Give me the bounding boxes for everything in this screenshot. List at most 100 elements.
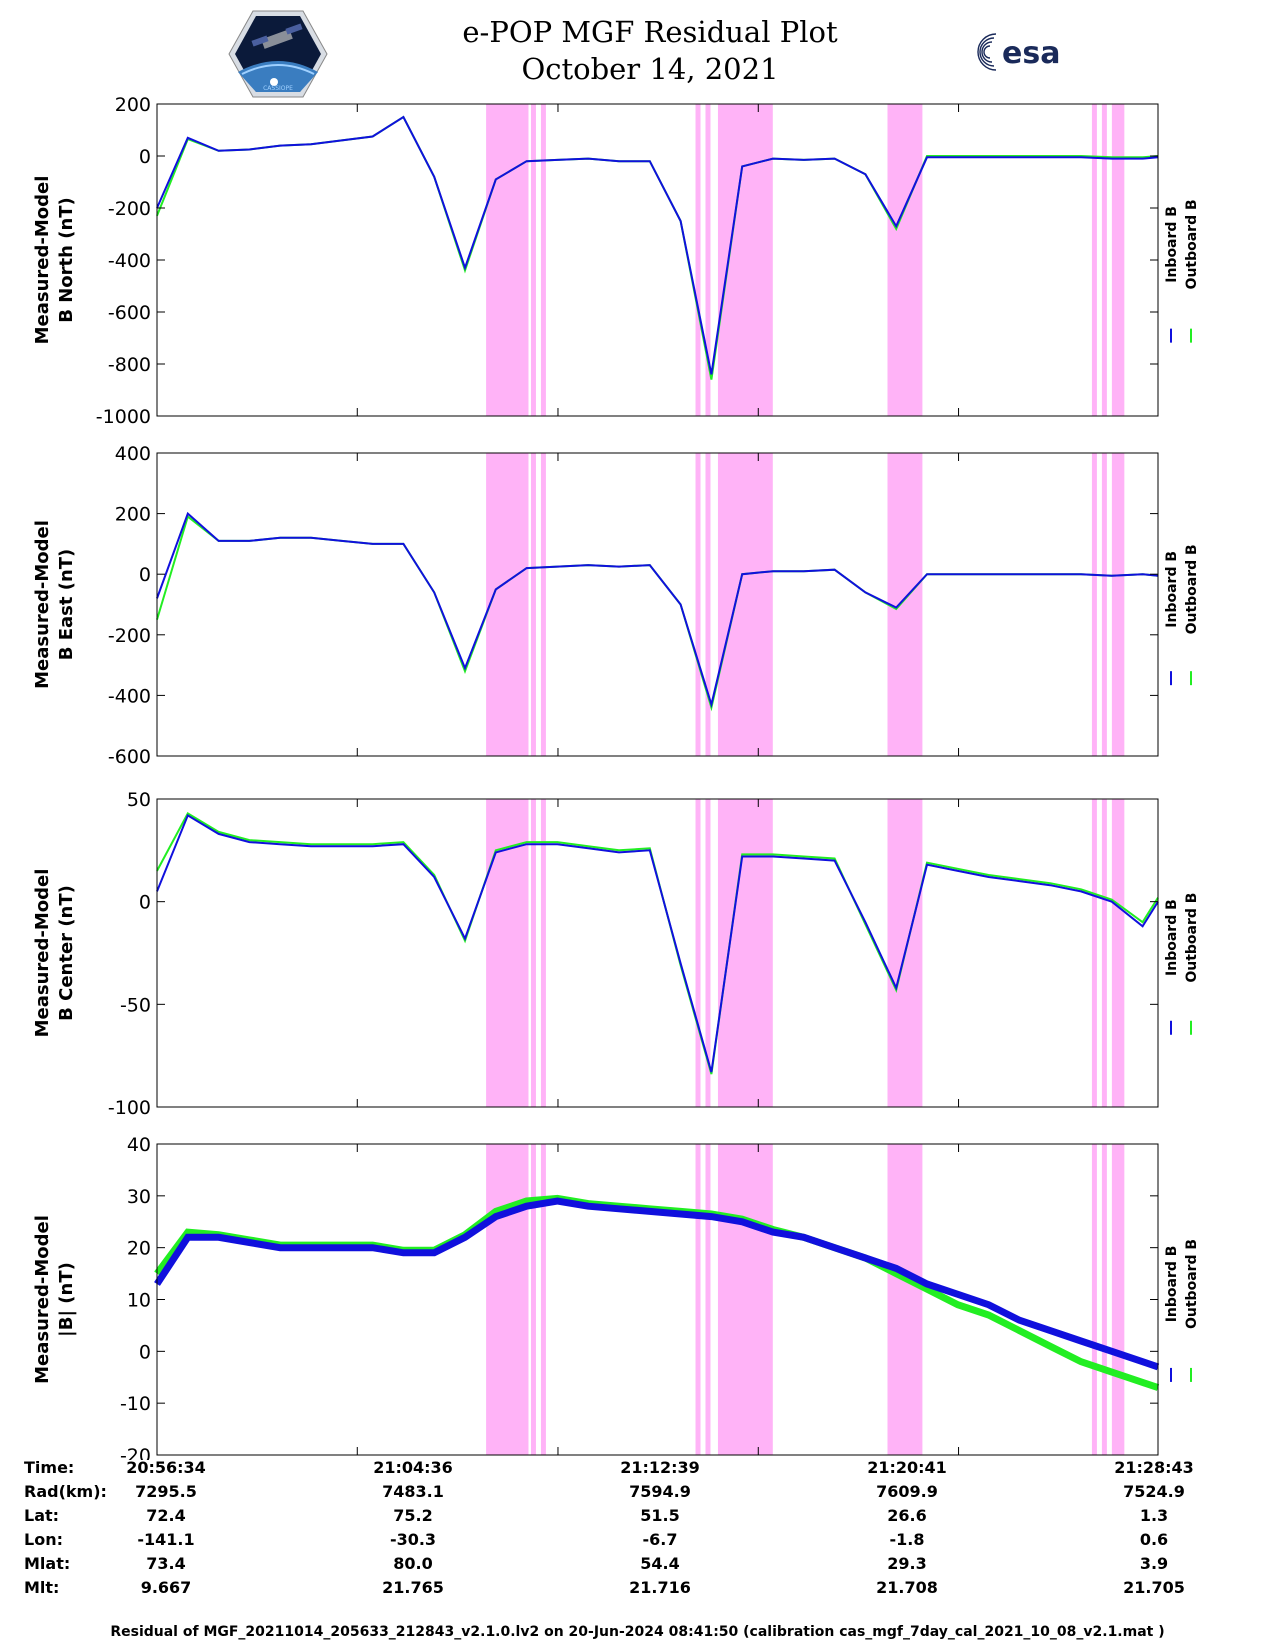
info-cell: -6.7 xyxy=(642,1530,678,1549)
shaded-interval xyxy=(695,799,701,1107)
y-tick-label: 20 xyxy=(127,1238,151,1260)
info-cell: 20:56:34 xyxy=(126,1458,206,1477)
shaded-interval xyxy=(1101,104,1107,416)
shaded-interval xyxy=(540,1144,546,1455)
y-tick-label: -20 xyxy=(120,1445,151,1460)
shaded-interval xyxy=(887,1144,923,1455)
info-cell: 3.9 xyxy=(1139,1554,1169,1573)
info-cell: 7483.1 xyxy=(382,1482,444,1501)
cassiope-logo: CASSIOPE xyxy=(228,10,328,98)
shaded-interval xyxy=(705,799,711,1107)
shaded-interval xyxy=(486,453,529,756)
outboard-series-line xyxy=(156,514,1159,712)
info-cell: 21.716 xyxy=(629,1578,691,1597)
footer-caption: Residual of MGF_20211014_205633_212843_v… xyxy=(110,1624,1165,1640)
y-axis-label-line2: B Center (nT) xyxy=(56,885,77,1021)
info-cell: -30.3 xyxy=(389,1530,437,1549)
shaded-interval xyxy=(695,1144,701,1455)
shaded-interval xyxy=(1091,1144,1097,1455)
info-cell: 51.5 xyxy=(640,1506,680,1525)
legend-inboard-label: Inboard B xyxy=(1164,1246,1180,1323)
shaded-interval xyxy=(695,104,701,416)
y-axis-label-line1: Measured-Model xyxy=(32,1215,53,1384)
info-cell: 73.4 xyxy=(146,1554,186,1573)
y-tick-label: -200 xyxy=(108,198,151,220)
shaded-interval xyxy=(1091,453,1097,756)
y-tick-label: 10 xyxy=(127,1290,151,1312)
inboard-series-line xyxy=(156,813,1159,1073)
shaded-interval xyxy=(705,1144,711,1455)
info-label-mlat: Mlat: xyxy=(24,1554,71,1573)
y-tick-label: 400 xyxy=(115,443,151,465)
y-tick-label: 0 xyxy=(139,1341,151,1363)
shaded-interval xyxy=(530,1144,536,1455)
shaded-interval xyxy=(530,453,536,756)
esa-logo-text: esa xyxy=(1002,36,1060,71)
shaded-interval xyxy=(1111,799,1125,1107)
info-cell: 9.667 xyxy=(140,1578,192,1597)
info-cell: 21.705 xyxy=(1123,1578,1185,1597)
info-cell: 26.6 xyxy=(887,1506,927,1525)
info-cell: 21:28:43 xyxy=(1114,1458,1194,1477)
y-tick-label: -100 xyxy=(108,1097,151,1119)
inboard-series-line xyxy=(156,115,1159,375)
shaded-interval xyxy=(486,104,529,416)
panel-frame xyxy=(156,1143,1159,1456)
legend-inboard-label: Inboard B xyxy=(1164,206,1180,283)
outboard-series-line xyxy=(154,1194,1160,1391)
plot-title: e-POP MGF Residual Plot October 14, 2021 xyxy=(380,14,920,88)
shaded-interval xyxy=(1111,453,1125,756)
info-label-lon: Lon: xyxy=(24,1530,63,1549)
info-cell: 21:20:41 xyxy=(867,1458,947,1477)
y-tick-label: -400 xyxy=(108,685,151,707)
plot-title-line2: October 14, 2021 xyxy=(521,52,779,86)
y-axis-label: Measured-Model B North (nT) xyxy=(32,176,77,345)
shaded-interval xyxy=(705,104,711,416)
y-tick-label: 0 xyxy=(139,146,151,168)
info-cell: 1.3 xyxy=(1139,1506,1169,1525)
info-cell: 21:04:36 xyxy=(373,1458,453,1477)
info-cell: 7594.9 xyxy=(629,1482,691,1501)
esa-logo: esa xyxy=(977,33,1060,71)
shaded-interval xyxy=(540,453,546,756)
y-axis-label-line1: Measured-Model xyxy=(32,869,53,1038)
shaded-interval xyxy=(1111,104,1125,416)
y-axis-label: Measured-Model |B| (nT) xyxy=(32,1215,77,1384)
shaded-interval xyxy=(540,104,546,416)
shaded-interval xyxy=(530,799,536,1107)
y-axis-label-line2: |B| (nT) xyxy=(56,1262,77,1337)
info-cell: -141.1 xyxy=(137,1530,195,1549)
y-tick-label: 200 xyxy=(115,94,151,116)
y-axis-label-line2: B East (nT) xyxy=(56,549,77,661)
panel-frame xyxy=(156,103,1159,417)
legend-outboard-label: Outboard B xyxy=(1184,199,1200,289)
info-label-lat: Lat: xyxy=(24,1506,60,1525)
shaded-interval xyxy=(1091,104,1097,416)
inboard-series-line xyxy=(156,511,1159,709)
legend-inboard-label: Inboard B xyxy=(1164,899,1180,976)
legend-inboard-label: Inboard B xyxy=(1164,551,1180,628)
shaded-interval xyxy=(1101,453,1107,756)
shaded-interval xyxy=(1101,1144,1107,1455)
y-axis-label: Measured-Model B East (nT) xyxy=(32,520,77,689)
info-cell: 29.3 xyxy=(887,1554,927,1573)
info-label-rad: Rad(km): xyxy=(24,1482,107,1501)
shaded-interval xyxy=(1091,799,1097,1107)
y-tick-label: -1000 xyxy=(96,406,151,428)
inboard-series-line xyxy=(154,1197,1160,1371)
y-tick-label: -400 xyxy=(108,250,151,272)
cassiope-logo-text: CASSIOPE xyxy=(263,85,293,92)
shaded-interval xyxy=(705,453,711,756)
y-tick-label: -600 xyxy=(108,302,151,324)
y-axis-label: Measured-Model B Center (nT) xyxy=(32,869,77,1038)
shaded-interval xyxy=(717,453,773,756)
shaded-interval xyxy=(717,799,773,1107)
shaded-interval xyxy=(1101,799,1107,1107)
panel-frame xyxy=(156,798,1159,1108)
y-tick-label: 200 xyxy=(115,504,151,526)
y-axis-label-line2: B North (nT) xyxy=(56,197,77,323)
info-cell: 75.2 xyxy=(393,1506,433,1525)
legend-outboard-label: Outboard B xyxy=(1184,544,1200,634)
shaded-interval xyxy=(717,104,773,416)
